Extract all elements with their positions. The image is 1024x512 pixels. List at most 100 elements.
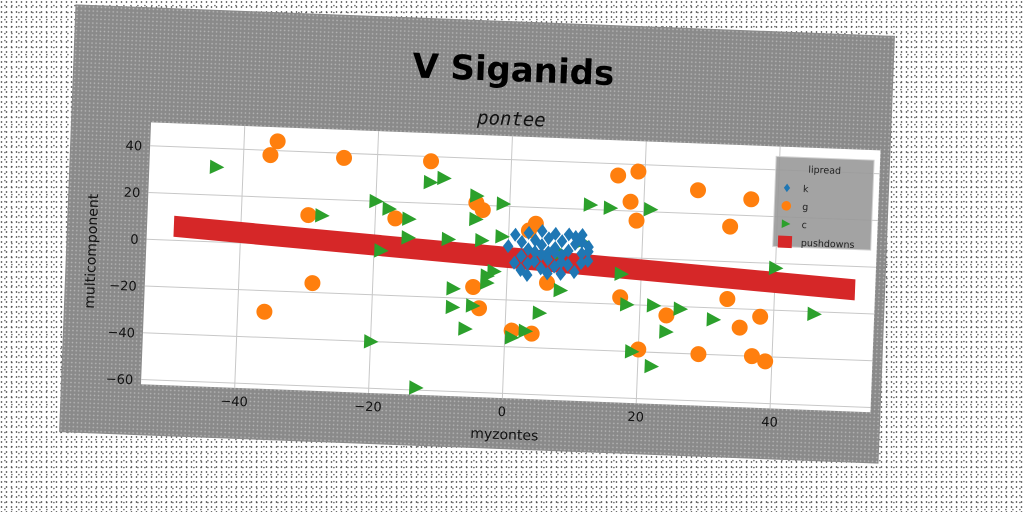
g-point (628, 212, 645, 229)
legend-marker-g (781, 201, 792, 211)
c-point (441, 231, 457, 247)
x-tick-label: −20 (354, 399, 382, 415)
c-point (624, 344, 640, 359)
c-point (487, 263, 502, 279)
legend-label-pushdowns: pushdowns (801, 238, 855, 251)
k-point (522, 256, 533, 271)
c-point (474, 233, 490, 248)
c-point (643, 202, 659, 217)
k-point (522, 242, 534, 257)
c-point (437, 170, 452, 186)
c-point (445, 299, 461, 315)
c-point (469, 211, 484, 227)
k-point (529, 244, 541, 259)
g-point (256, 303, 273, 320)
c-point (465, 298, 481, 313)
k-point (550, 226, 561, 241)
c-point (382, 201, 397, 216)
tick-labels: −40 −20 0 20 40 40 20 0 −20 −40 −60 (105, 139, 778, 431)
legend-box (772, 155, 875, 251)
g-point (690, 182, 707, 199)
g-point (423, 153, 440, 170)
c-point (768, 260, 784, 276)
k-point (556, 234, 568, 249)
c-point (644, 358, 660, 374)
c-point (807, 306, 822, 322)
c-point (619, 297, 635, 312)
c-point (369, 193, 384, 209)
chart-figure: V Siganids pontee −40 −20 0 20 40 40 20 0 −20 −40… (59, 4, 895, 464)
y-tick-label: 20 (123, 186, 140, 202)
c-point (408, 380, 424, 395)
y-grid-line (141, 379, 871, 409)
g-point (719, 291, 736, 308)
c-point (532, 305, 548, 320)
k-point (536, 238, 548, 253)
k-point (535, 261, 547, 276)
c-point (646, 298, 662, 313)
k-point (549, 245, 561, 260)
k-point (577, 227, 588, 242)
x-tick-label: −40 (220, 394, 248, 410)
k-point (530, 233, 541, 248)
c-point (423, 174, 439, 190)
g-point (539, 274, 556, 291)
c-point (446, 281, 461, 296)
y-grid-line (148, 192, 878, 222)
g-point (336, 149, 353, 166)
g-point (262, 147, 279, 164)
g-point (743, 348, 760, 365)
scatter-chart: V Siganids pontee −40 −20 0 20 4040200−20−40… (82, 46, 881, 444)
c-point (363, 334, 379, 349)
y-grid-line (144, 285, 875, 315)
c-point (504, 330, 520, 345)
legend-marker-c (781, 219, 791, 229)
k-point (523, 225, 535, 240)
k-point (563, 227, 575, 242)
legend-entries: kgc pushdowns (777, 183, 855, 251)
k-point (537, 224, 548, 239)
c-point (374, 243, 389, 258)
c-point (553, 282, 569, 298)
c-point (614, 266, 630, 281)
legend-title: lipread (808, 165, 841, 177)
g-point (622, 193, 639, 210)
k-point (515, 249, 527, 264)
k-point (536, 247, 547, 262)
c-point (496, 196, 512, 211)
c-point (458, 321, 473, 336)
chart-title: V Siganids (412, 46, 615, 94)
legend-marker-k (783, 183, 791, 193)
g-point (300, 207, 317, 224)
k-point (509, 255, 520, 270)
k-point (542, 266, 553, 281)
c-point (495, 229, 510, 244)
x-grid-line (234, 125, 246, 388)
data-points-layer (209, 133, 822, 395)
chart-legend: lipread kgc pushdowns (772, 155, 875, 251)
legend-label-c: c (801, 220, 807, 231)
g-point (269, 133, 286, 150)
g-point (304, 275, 321, 292)
g-point (752, 308, 769, 325)
c-point (315, 208, 330, 223)
x-tick-label: 40 (761, 415, 778, 431)
g-point (690, 346, 707, 363)
c-point (659, 324, 674, 339)
y-tick-label: −60 (105, 372, 133, 388)
g-point (722, 218, 739, 235)
g-point (757, 353, 774, 370)
g-point (731, 319, 748, 336)
k-point (563, 243, 574, 258)
g-point (474, 202, 491, 219)
k-point (510, 227, 521, 242)
k-point (521, 267, 533, 282)
legend-label-k: k (803, 184, 809, 195)
c-point (401, 230, 416, 245)
y-tick-label: 0 (130, 233, 139, 248)
x-tick-label: 0 (497, 405, 506, 420)
k-point (542, 252, 554, 267)
k-point (555, 255, 567, 270)
c-point (469, 188, 485, 203)
g-point (465, 278, 482, 295)
